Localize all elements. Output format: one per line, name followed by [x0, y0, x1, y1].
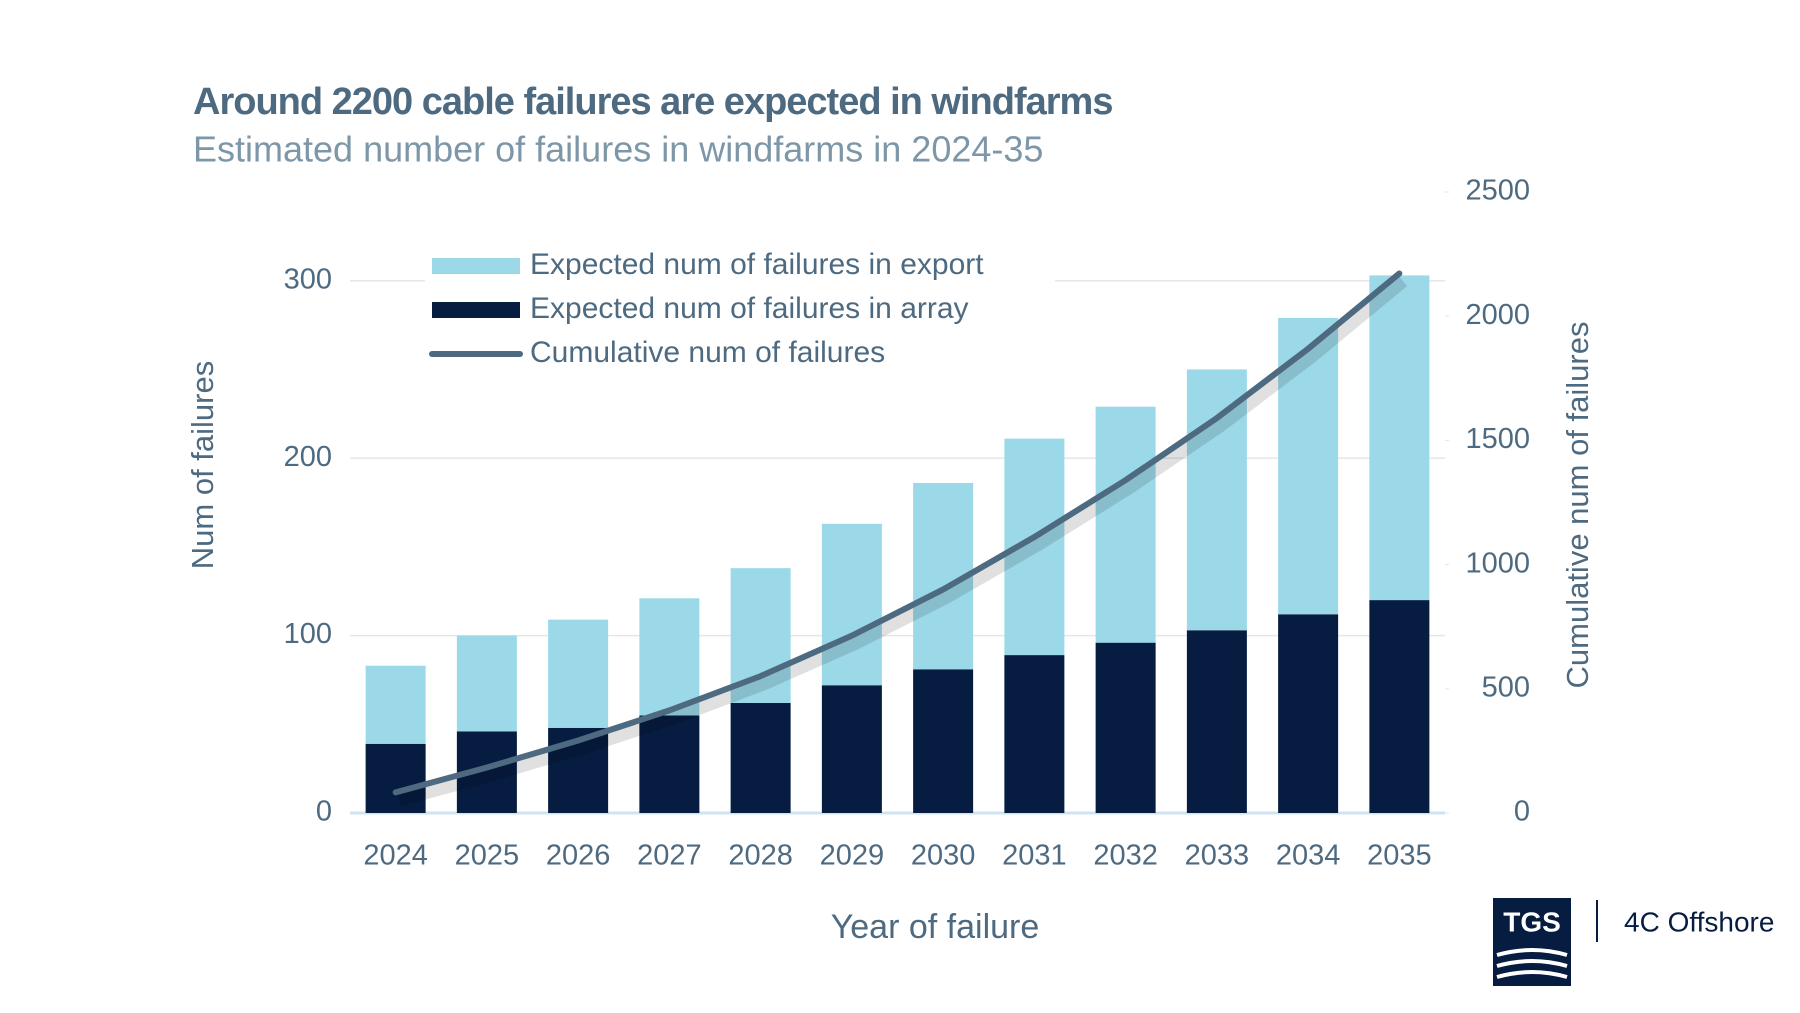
- y-tick-label: 0: [316, 796, 332, 828]
- x-tick-label: 2027: [637, 840, 702, 872]
- x-tick-label: 2034: [1276, 840, 1341, 872]
- bar-segment: [548, 619, 609, 728]
- y2-tick-label: 1500: [1465, 423, 1530, 455]
- bar-segment: [1095, 642, 1156, 813]
- y2-tick-label: 2500: [1465, 175, 1530, 207]
- legend-background: [425, 243, 1055, 378]
- bar-segment: [821, 523, 882, 686]
- x-tick-label: 2030: [911, 840, 976, 872]
- bar-segment: [821, 685, 882, 813]
- logo-waves: [1496, 948, 1568, 979]
- bar-segment: [456, 635, 517, 732]
- x-tick-label: 2029: [820, 840, 885, 872]
- x-tick-label: 2035: [1367, 840, 1432, 872]
- y-tick-label: 100: [284, 618, 332, 650]
- line-shadow: [398, 276, 1408, 807]
- x-tick-label: 2026: [546, 840, 611, 872]
- legend-label: Expected num of failures in array: [530, 292, 969, 325]
- y-tick-label: 300: [284, 263, 332, 295]
- logo-name: 4C Offshore: [1624, 906, 1774, 937]
- bar-segment: [365, 743, 426, 813]
- bar-segment: [1369, 275, 1430, 601]
- x-tick-label: 2024: [363, 840, 428, 872]
- y2-tick-label: 0: [1514, 796, 1530, 828]
- logo-mark: TGS: [1503, 906, 1561, 937]
- bar-segment: [639, 598, 700, 716]
- bar-segment: [1186, 369, 1247, 631]
- bar-segment: [1369, 600, 1430, 813]
- x-tick-label: 2025: [455, 840, 520, 872]
- y2-tick-label: 2000: [1465, 299, 1530, 331]
- bar-segment: [730, 702, 791, 813]
- bar-segment: [1278, 614, 1339, 813]
- bar-segment: [913, 669, 974, 813]
- x-tick-label: 2028: [728, 840, 793, 872]
- bar-segment: [1095, 406, 1156, 643]
- bar-segment: [639, 715, 700, 813]
- x-tick-label: 2031: [1002, 840, 1067, 872]
- x-tick-label: 2033: [1185, 840, 1250, 872]
- y2-tick-label: 500: [1482, 671, 1530, 703]
- logo: TGS 4C Offshore: [1493, 898, 1774, 986]
- y2-tick-label: 1000: [1465, 547, 1530, 579]
- x-tick-label: 2032: [1093, 840, 1158, 872]
- x-axis-label: Year of failure: [831, 908, 1040, 946]
- bar-segment: [365, 665, 426, 744]
- legend-label: Expected num of failures in export: [530, 248, 984, 281]
- legend-swatch: [432, 302, 520, 318]
- y2-axis-label: Cumulative num of failures: [1560, 322, 1595, 689]
- bar-segment: [1004, 655, 1065, 813]
- bar-segment: [1186, 630, 1247, 813]
- legend-swatch: [432, 258, 520, 274]
- chart-title: Around 2200 cable failures are expected …: [193, 81, 1112, 123]
- chart-subtitle: Estimated number of failures in windfarm…: [193, 129, 1043, 170]
- line: [392, 270, 1403, 796]
- legend-label: Cumulative num of failures: [530, 336, 885, 369]
- y-tick-label: 200: [284, 441, 332, 473]
- y-axis-label: Num of failures: [185, 361, 220, 569]
